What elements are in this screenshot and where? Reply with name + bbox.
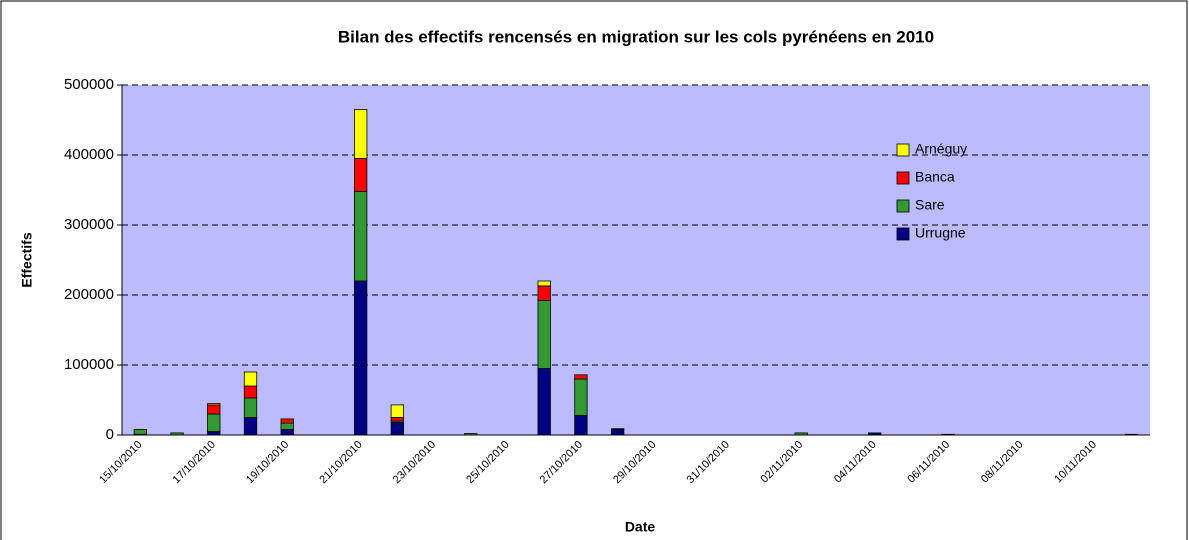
- bar-segment: [574, 378, 588, 416]
- bar-segment: [207, 403, 221, 406]
- bar-segment: [243, 417, 258, 436]
- bar-segment: [243, 371, 258, 387]
- y-axis-label: Effectifs: [19, 232, 35, 287]
- bar-segment: [611, 428, 625, 436]
- bar-segment: [390, 417, 404, 422]
- bar-segment: [354, 109, 368, 159]
- legend-swatch: [896, 199, 910, 213]
- y-tick-label: 400000: [64, 146, 114, 163]
- chart-title: Bilan des effectifs rencensés en migrati…: [338, 27, 934, 46]
- y-tick-label: 500000: [64, 76, 114, 93]
- bar-segment: [133, 428, 147, 435]
- bar-segment: [537, 280, 551, 287]
- bar-segment: [207, 431, 221, 436]
- bar-segment: [354, 280, 368, 436]
- bar-segment: [537, 285, 551, 301]
- bar-segment: [390, 404, 404, 418]
- bar-segment: [280, 418, 294, 424]
- legend-swatch: [896, 143, 910, 157]
- y-tick-label: 300000: [64, 216, 114, 233]
- legend-label: Banca: [915, 169, 955, 185]
- bar-segment: [243, 385, 258, 399]
- bar-segment: [537, 368, 551, 436]
- x-axis-label: Date: [625, 519, 656, 535]
- y-tick-label: 200000: [64, 286, 114, 303]
- bar-segment: [243, 397, 258, 418]
- bar-segment: [354, 158, 368, 192]
- bar-segment: [574, 374, 588, 380]
- bar-segment: [390, 421, 404, 436]
- legend-swatch: [896, 227, 910, 241]
- legend-swatch: [896, 171, 910, 185]
- y-tick-label: 100000: [64, 356, 114, 373]
- bar-segment: [280, 428, 294, 436]
- bar-segment: [354, 190, 368, 282]
- plot-area: [122, 85, 1150, 435]
- bar-segment: [207, 413, 221, 432]
- bar-segment: [611, 428, 625, 430]
- legend-label: Sare: [915, 197, 945, 213]
- bar-segment: [574, 414, 588, 436]
- bar-segment: [537, 300, 551, 369]
- legend-label: Urrugne: [915, 225, 966, 241]
- y-tick-label: 0: [106, 426, 114, 443]
- bar-segment: [207, 404, 221, 415]
- legend-label: Arnéguy: [915, 141, 967, 157]
- bar-segment: [280, 422, 294, 430]
